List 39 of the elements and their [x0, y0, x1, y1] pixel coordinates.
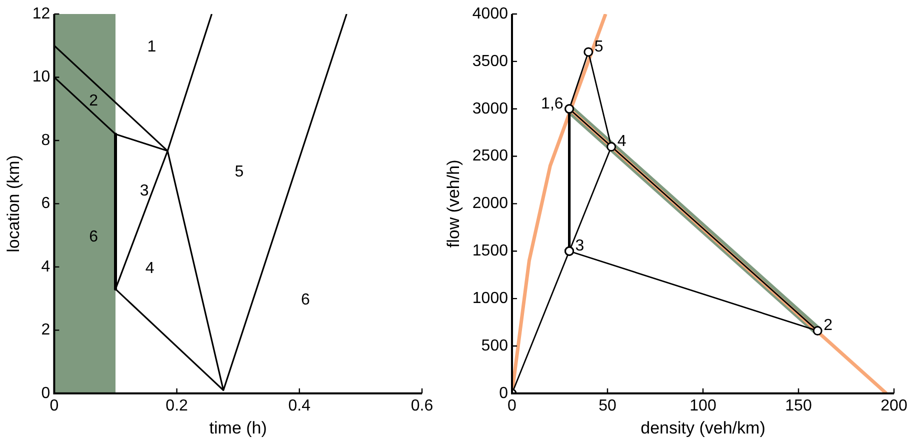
- y-tick-label: 1000: [472, 290, 508, 307]
- x-tick-label: 50: [598, 397, 616, 414]
- annotation: 1: [147, 38, 156, 56]
- x-tick-label: 0.4: [288, 397, 311, 414]
- y-axis-title: location (km): [4, 155, 23, 252]
- y-tick-label: 4000: [472, 5, 508, 22]
- x-axis-title: time (h): [209, 418, 267, 438]
- y-tick-label: 1500: [472, 242, 508, 260]
- annotation: 4: [617, 133, 626, 150]
- y-tick-label: 2500: [472, 148, 508, 165]
- y-tick-label: 3000: [472, 100, 508, 118]
- x-tick-label: 100: [690, 397, 716, 414]
- annotation: 4: [145, 260, 154, 277]
- annotation: 3: [140, 182, 149, 200]
- annotation: 6: [300, 291, 310, 308]
- y-tick-label: 0: [41, 384, 50, 402]
- y-tick-label: 12: [32, 5, 50, 22]
- y-tick-label: 500: [481, 337, 508, 354]
- annotation: 2: [824, 317, 833, 334]
- y-tick-label: 2: [41, 322, 50, 339]
- x-tick-label: 150: [785, 397, 812, 414]
- annotation: 6: [89, 228, 98, 246]
- annotation: 1,6: [541, 95, 564, 112]
- y-tick-label: 4: [41, 258, 50, 276]
- annotation: 5: [234, 164, 244, 181]
- annotation: 5: [594, 38, 604, 56]
- y-tick-label: 0: [499, 384, 508, 402]
- x-tick-label: 0.2: [166, 397, 188, 414]
- y-tick-label: 6: [41, 195, 50, 212]
- x-tick-label: 200: [880, 397, 908, 414]
- y-tick-label: 2000: [472, 195, 508, 212]
- y-tick-label: 3500: [472, 52, 508, 70]
- y-tick-label: 8: [41, 132, 50, 149]
- y-axis-title: flow (veh/h): [444, 160, 463, 248]
- x-tick-label: 0.6: [410, 397, 434, 414]
- y-tick-label: 10: [32, 68, 50, 86]
- annotation: 3: [575, 238, 584, 255]
- annotation: 2: [89, 92, 98, 110]
- x-axis-title: density (veh/km): [640, 418, 766, 438]
